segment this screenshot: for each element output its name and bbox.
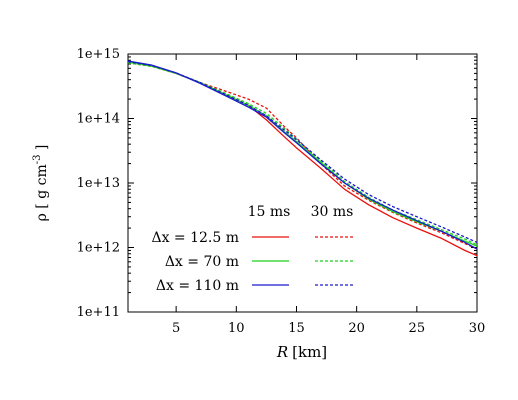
y-tick-label: 1e+12	[77, 241, 120, 256]
x-tick-label: 20	[348, 321, 365, 336]
legend-label: Δx = 70 m	[165, 254, 239, 270]
x-tick-label: 5	[172, 321, 180, 336]
axis-ticks	[128, 53, 478, 313]
series-line-solid-4	[127, 60, 478, 250]
y-tick-label: 1e+13	[77, 176, 120, 191]
y-tick-label: 1e+11	[77, 305, 120, 320]
y-axis-label: ρ [ g cm-3 ]	[32, 145, 50, 222]
series-line-dashed-5	[127, 61, 478, 243]
series-lines	[127, 60, 478, 257]
series-line-dashed-1	[127, 62, 478, 250]
x-tick-label: 10	[228, 321, 245, 336]
y-axis-label-exponent: -3	[32, 155, 43, 165]
y-tick-label: 1e+15	[77, 47, 120, 62]
legend-label: Δx = 110 m	[156, 278, 239, 294]
legend: 15 ms 30 ms Δx = 12.5 m Δx = 70 m Δx = 110 m	[151, 204, 353, 294]
legend-label: Δx = 12.5 m	[151, 230, 239, 246]
plot-frame	[127, 53, 478, 313]
y-tick-label: 1e+14	[77, 112, 120, 127]
x-tick-label: 25	[409, 321, 426, 336]
x-axis-unit: [km]	[292, 343, 327, 361]
y-axis-label-close: ]	[34, 145, 50, 155]
series-line-solid-2	[127, 61, 478, 247]
y-axis-label-main: ρ [ g cm	[34, 164, 50, 221]
series-line-dashed-3	[127, 62, 478, 246]
x-tick-label: 15	[288, 321, 305, 336]
x-axis-variable: R	[276, 343, 288, 361]
axis-tick-labels: 5 10 15 20 25 30 1e+11 1e+12 1e+13 1e+14 1e+15	[77, 47, 486, 336]
legend-header-30ms: 30 ms	[311, 204, 354, 220]
legend-header-15ms: 15 ms	[248, 204, 291, 220]
x-tick-label: 30	[469, 321, 486, 336]
x-axis-label: R [km]	[276, 343, 327, 361]
